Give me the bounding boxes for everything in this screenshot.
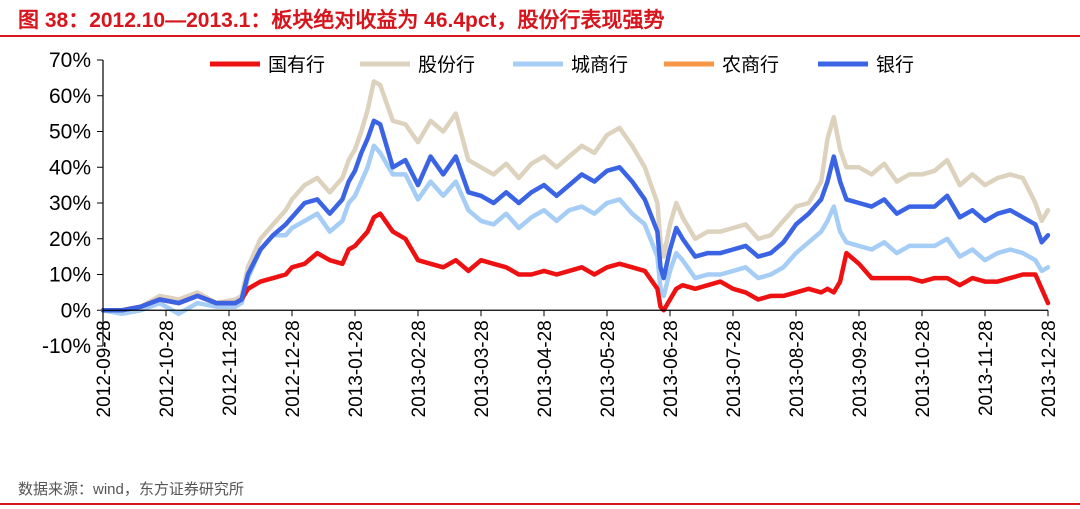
x-tick-label: 2012-10-28 bbox=[157, 320, 178, 417]
x-tick-label: 2013-07-28 bbox=[724, 320, 745, 417]
x-tick-label: 2013-08-28 bbox=[787, 320, 808, 417]
y-tick-label: 10% bbox=[49, 264, 91, 287]
top-rule bbox=[0, 35, 1080, 37]
series-line-2 bbox=[100, 143, 1051, 317]
x-tick-label: 2013-10-28 bbox=[913, 320, 934, 417]
x-tick-label: 2013-02-28 bbox=[409, 320, 430, 417]
series-line-1 bbox=[100, 79, 1051, 313]
series-line-0 bbox=[100, 211, 1051, 313]
legend-label-0: 国有行 bbox=[268, 54, 325, 76]
figure-title: 图 38：2012.10—2013.1：板块绝对收益为 46.4pct，股份行表… bbox=[18, 9, 665, 32]
y-tick-label: 30% bbox=[49, 192, 91, 215]
x-tick-label: 2013-01-28 bbox=[346, 320, 367, 417]
x-axis-ticks: 2012-09-28 2012-10-28 2012-11-28 2012-12-28… bbox=[94, 310, 1060, 417]
y-axis-ticks: -10% 0% 10% 20% 30% 40% 50% 60% 70% bbox=[42, 49, 103, 358]
y-tick-label: 0% bbox=[61, 299, 91, 322]
y-tick-label: 60% bbox=[49, 85, 91, 108]
x-tick-label: 2013-06-28 bbox=[661, 320, 682, 417]
legend-label-3: 农商行 bbox=[722, 54, 779, 76]
line-chart: -10%0%10%20%30%40%50%60%70% 2012-09-28 20… bbox=[42, 49, 1060, 417]
y-tick-label: 50% bbox=[49, 121, 91, 144]
x-tick-label: 2012-11-28 bbox=[220, 320, 241, 416]
x-tick-label: 2013-09-28 bbox=[850, 320, 871, 417]
axes bbox=[102, 60, 1048, 346]
x-tick-label: 2013-04-28 bbox=[535, 320, 556, 417]
x-tick-label: 2012-09-28 bbox=[94, 320, 115, 417]
x-tick-label: 2013-03-28 bbox=[472, 320, 493, 417]
x-tick-label: 2012-12-28 bbox=[283, 320, 304, 417]
y-tick-label: 40% bbox=[49, 156, 91, 179]
series-line-4 bbox=[100, 118, 1051, 313]
x-tick-label: 2013-12-28 bbox=[1039, 320, 1060, 417]
y-tick-label: 70% bbox=[49, 49, 91, 72]
y-tick-label: -10% bbox=[42, 335, 91, 358]
legend: 国有行 股份行 城商行 农商行 银行 bbox=[210, 54, 914, 76]
legend-label-2: 城商行 bbox=[571, 54, 628, 76]
bottom-rule bbox=[0, 503, 1080, 505]
plot-series bbox=[100, 79, 1051, 317]
x-tick-label: 2013-11-28 bbox=[976, 320, 997, 416]
legend-label-4: 银行 bbox=[876, 54, 914, 76]
legend-label-1: 股份行 bbox=[418, 54, 475, 76]
source-note: 数据来源：wind，东方证券研究所 bbox=[18, 481, 244, 498]
y-tick-label: 20% bbox=[49, 228, 91, 251]
x-tick-label: 2013-05-28 bbox=[598, 320, 619, 417]
